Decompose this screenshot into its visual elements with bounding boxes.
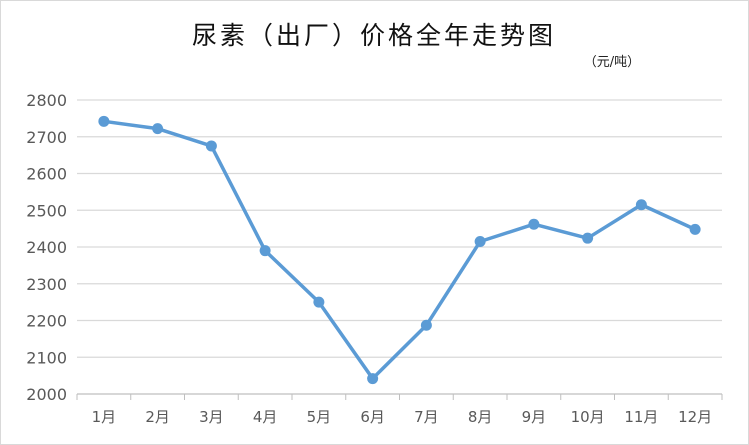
data-point — [367, 373, 379, 385]
x-tick-label: 7月 — [414, 408, 439, 426]
x-tick-label: 11月 — [624, 408, 658, 426]
x-tick-label: 10月 — [571, 408, 605, 426]
chart-title: 尿素（出厂）价格全年走势图 — [192, 21, 556, 50]
x-tick-label: 3月 — [199, 408, 224, 426]
x-axis-ticks: 1月 2月 3月 4月 5月 6月 7月 8月 9月 10月 11月 12月 — [76, 394, 723, 426]
y-tick-label: 2400 — [26, 238, 67, 257]
x-tick-label: 5月 — [307, 408, 332, 426]
data-point — [528, 218, 540, 230]
x-tick-label: 12月 — [678, 408, 712, 426]
series-line — [102, 119, 697, 381]
x-tick-label: 6月 — [360, 408, 385, 426]
x-tick-label: 2月 — [145, 408, 170, 426]
data-point — [689, 223, 701, 235]
y-tick-label: 2300 — [26, 275, 67, 294]
y-tick-label: 2700 — [26, 128, 67, 147]
data-point — [582, 232, 594, 244]
y-tick-label: 2100 — [26, 348, 67, 367]
data-point — [259, 245, 271, 257]
data-point — [313, 296, 325, 308]
data-point — [98, 115, 110, 127]
x-tick-label: 4月 — [253, 408, 278, 426]
x-tick-label: 1月 — [92, 408, 117, 426]
y-tick-label: 2200 — [26, 312, 67, 331]
series-price — [98, 115, 701, 385]
y-axis-ticks: 2800 2700 2600 2500 2400 2300 2200 2100 2000 — [26, 91, 67, 404]
y-tick-label: 2800 — [26, 91, 67, 110]
y-tick-label: 2000 — [26, 385, 67, 404]
data-point — [205, 140, 217, 152]
data-point — [152, 123, 164, 135]
y-tick-label: 2600 — [26, 165, 67, 184]
y-tick-label: 2500 — [26, 201, 67, 220]
data-point — [635, 199, 647, 211]
unit-label: （元/吨） — [584, 55, 640, 70]
x-tick-label: 9月 — [522, 408, 547, 426]
x-tick-label: 8月 — [468, 408, 493, 426]
data-point — [420, 319, 432, 331]
data-point — [474, 235, 486, 247]
